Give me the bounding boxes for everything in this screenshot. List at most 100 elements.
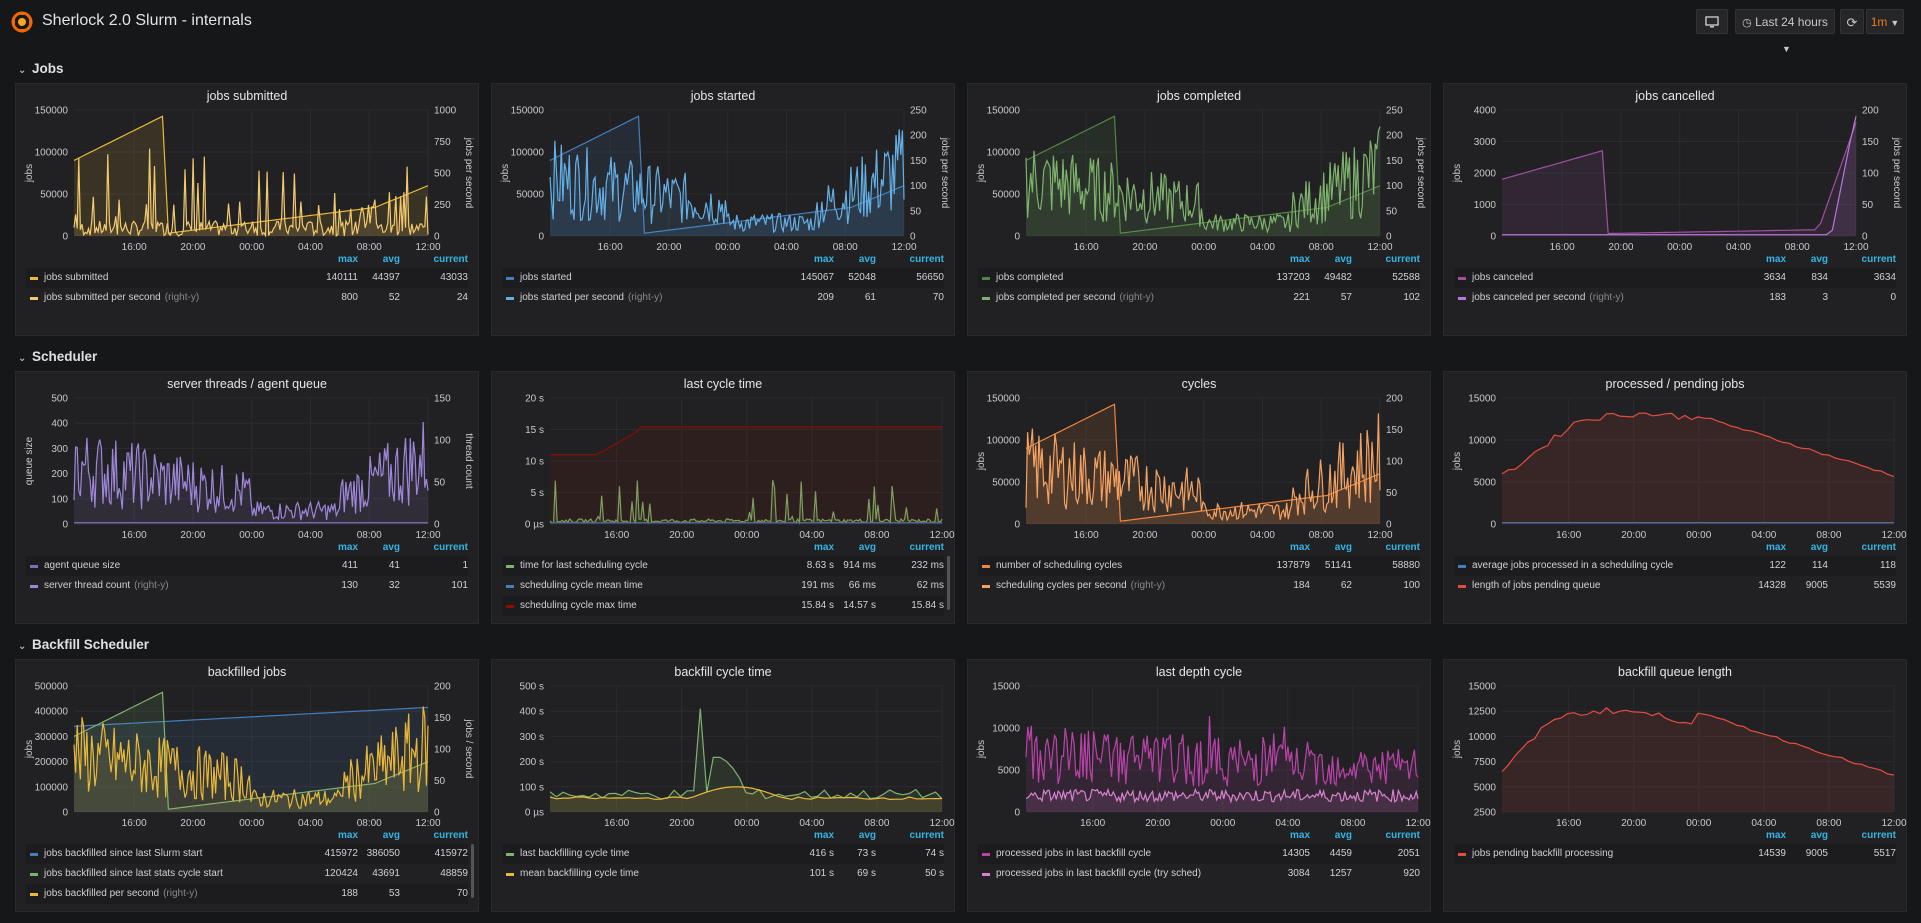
legend-color-swatch[interactable]	[982, 565, 990, 568]
row-header-jobs[interactable]: ⌄ Jobs	[18, 61, 64, 76]
legend-item[interactable]: length of jobs pending queue 14328 9005 553…	[1454, 576, 1896, 596]
legend-col-current[interactable]: current	[1861, 254, 1896, 265]
series-line[interactable]	[1501, 122, 1857, 235]
legend-series-name[interactable]: jobs pending backfill processing	[1472, 844, 1613, 864]
series-line[interactable]	[1025, 403, 1381, 522]
legend-color-swatch[interactable]	[982, 853, 990, 856]
legend-item[interactable]: scheduling cycle max time 15.84 s 14.57 s 1…	[502, 596, 944, 616]
legend-color-swatch[interactable]	[1458, 585, 1466, 588]
legend-item[interactable]: jobs backfilled since last Slurm start 41…	[26, 844, 468, 864]
series-line[interactable]	[1501, 412, 1895, 478]
panel-title[interactable]: last depth cycle	[1155, 665, 1243, 679]
legend-col-max[interactable]: max	[1765, 542, 1786, 553]
legend-series-name[interactable]: jobs completed per second (right-y)	[996, 288, 1154, 308]
legend-series-name[interactable]: scheduling cycle max time	[520, 596, 637, 616]
legend-series-name[interactable]: time for last scheduling cycle	[520, 556, 648, 576]
legend-item[interactable]: scheduling cycle mean time 191 ms 66 ms 62 …	[502, 576, 944, 596]
legend-item[interactable]: jobs canceled per second (right-y) 183 3 0	[1454, 288, 1896, 308]
legend-color-swatch[interactable]	[506, 853, 514, 856]
graph-panel[interactable]: server threads / agent queue 0 100 200 300 40…	[15, 371, 479, 624]
series-line[interactable]	[549, 708, 943, 800]
legend-col-avg[interactable]: avg	[858, 254, 876, 265]
graph-panel[interactable]: backfilled jobs 0 100000 200000 300000 400000…	[15, 659, 479, 912]
legend-series-name[interactable]: mean backfilling cycle time	[520, 864, 639, 884]
legend-color-swatch[interactable]	[982, 585, 990, 588]
graph-panel[interactable]: last depth cycle 0 5000 10000 15000 jobs 16:00…	[967, 659, 1431, 912]
legend-item[interactable]: jobs started 145067 52048 56650	[502, 268, 944, 288]
legend-col-avg[interactable]: avg	[1334, 254, 1352, 265]
legend-series-name[interactable]: processed jobs in last backfill cycle (t…	[996, 864, 1201, 884]
panel-title[interactable]: jobs started	[690, 89, 756, 103]
legend-color-swatch[interactable]	[30, 893, 38, 896]
panel-title[interactable]: last cycle time	[683, 377, 763, 391]
time-range-picker[interactable]: ◷ Last 24 hours ▼	[1735, 9, 1835, 54]
legend-col-avg[interactable]: avg	[1810, 254, 1828, 265]
legend-color-swatch[interactable]	[506, 565, 514, 568]
legend-series-name[interactable]: jobs started	[520, 268, 572, 288]
legend-col-max[interactable]: max	[1289, 542, 1310, 553]
graph-panel[interactable]: cycles 0 50000 100000 150000 jobs 0 50 100 150 200…	[967, 371, 1431, 624]
legend-col-avg[interactable]: avg	[858, 830, 876, 841]
legend-series-name[interactable]: number of scheduling cycles	[996, 556, 1122, 576]
series-line[interactable]	[73, 706, 429, 727]
legend-item[interactable]: jobs completed 137203 49482 52588	[978, 268, 1420, 288]
legend-color-swatch[interactable]	[506, 873, 514, 876]
legend-color-swatch[interactable]	[506, 605, 514, 608]
panel-title[interactable]: jobs submitted	[206, 89, 288, 103]
legend-col-max[interactable]: max	[337, 542, 358, 553]
legend-col-current[interactable]: current	[1385, 830, 1420, 841]
graph-panel[interactable]: last cycle time 0 µs 5 s 10 s 15 s 20 s 16:00 2…	[491, 371, 955, 624]
grafana-logo-icon[interactable]	[10, 10, 34, 34]
legend-col-max[interactable]: max	[1765, 830, 1786, 841]
legend-scrollbar[interactable]	[471, 844, 474, 898]
legend-col-current[interactable]: current	[1861, 830, 1896, 841]
series-line[interactable]	[549, 786, 943, 801]
legend-col-avg[interactable]: avg	[1334, 830, 1352, 841]
legend-col-max[interactable]: max	[813, 830, 834, 841]
tv-mode-button[interactable]	[1696, 9, 1728, 34]
panel-title[interactable]: jobs cancelled	[1635, 89, 1715, 103]
legend-col-max[interactable]: max	[1765, 254, 1786, 265]
legend-color-swatch[interactable]	[982, 297, 990, 300]
legend-color-swatch[interactable]	[30, 873, 38, 876]
series-line[interactable]	[549, 129, 905, 234]
legend-col-current[interactable]: current	[1385, 254, 1420, 265]
chart-svg[interactable]: 0 100000 200000 300000 400000 500000 jobs 0 50 10…	[16, 660, 480, 834]
legend-col-avg[interactable]: avg	[858, 542, 876, 553]
legend-item[interactable]: jobs backfilled per second (right-y) 188 53…	[26, 884, 468, 904]
graph-panel[interactable]: jobs started 0 50000 100000 150000 jobs 0 50 100…	[491, 83, 955, 336]
legend-color-swatch[interactable]	[30, 565, 38, 568]
panel-title[interactable]: backfill cycle time	[674, 665, 772, 679]
graph-panel[interactable]: jobs completed 0 50000 100000 150000 jobs 0 50 1…	[967, 83, 1431, 336]
legend-color-swatch[interactable]	[982, 873, 990, 876]
legend-item[interactable]: agent queue size 411 41 1	[26, 556, 468, 576]
graph-panel[interactable]: processed / pending jobs 0 5000 10000 15000 j…	[1443, 371, 1907, 624]
legend-item[interactable]: jobs backfilled since last stats cycle s…	[26, 864, 468, 884]
legend-col-max[interactable]: max	[813, 542, 834, 553]
panel-title[interactable]: cycles	[1181, 377, 1217, 391]
legend-color-swatch[interactable]	[30, 585, 38, 588]
row-header-backfill-scheduler[interactable]: ⌄ Backfill Scheduler	[18, 637, 149, 652]
legend-series-name[interactable]: last backfilling cycle time	[520, 844, 629, 864]
graph-panel[interactable]: jobs cancelled 0 1000 2000 3000 4000 jobs 0 50 10…	[1443, 83, 1907, 336]
legend-item[interactable]: last backfilling cycle time 416 s 73 s 74 s	[502, 844, 944, 864]
chart-svg[interactable]: 0 50000 100000 150000 jobs 0 50 100 150 200 250 job…	[968, 84, 1432, 258]
legend-color-swatch[interactable]	[30, 853, 38, 856]
panel-title[interactable]: backfill queue length	[1618, 665, 1732, 679]
legend-col-current[interactable]: current	[909, 254, 944, 265]
legend-color-swatch[interactable]	[506, 277, 514, 280]
legend-col-avg[interactable]: avg	[1334, 542, 1352, 553]
legend-col-current[interactable]: current	[433, 830, 468, 841]
series-line[interactable]	[1025, 126, 1381, 234]
legend-col-avg[interactable]: avg	[1810, 830, 1828, 841]
panel-title[interactable]: server threads / agent queue	[167, 377, 327, 391]
graph-panel[interactable]: backfill queue length 2500 5000 7500 10000 12…	[1443, 659, 1907, 912]
legend-col-max[interactable]: max	[813, 254, 834, 265]
chart-svg[interactable]: 2500 5000 7500 10000 12500 15000 jobs 16:00 20:0…	[1444, 660, 1908, 834]
legend-color-swatch[interactable]	[1458, 565, 1466, 568]
chart-svg[interactable]: 0 µs 100 s 200 s 300 s 400 s 500 s 16:00 20:00 0…	[492, 660, 956, 834]
legend-color-swatch[interactable]	[1458, 853, 1466, 856]
series-line[interactable]	[73, 706, 429, 810]
legend-col-avg[interactable]: avg	[382, 542, 400, 553]
legend-item[interactable]: number of scheduling cycles 137879 51141 58…	[978, 556, 1420, 576]
